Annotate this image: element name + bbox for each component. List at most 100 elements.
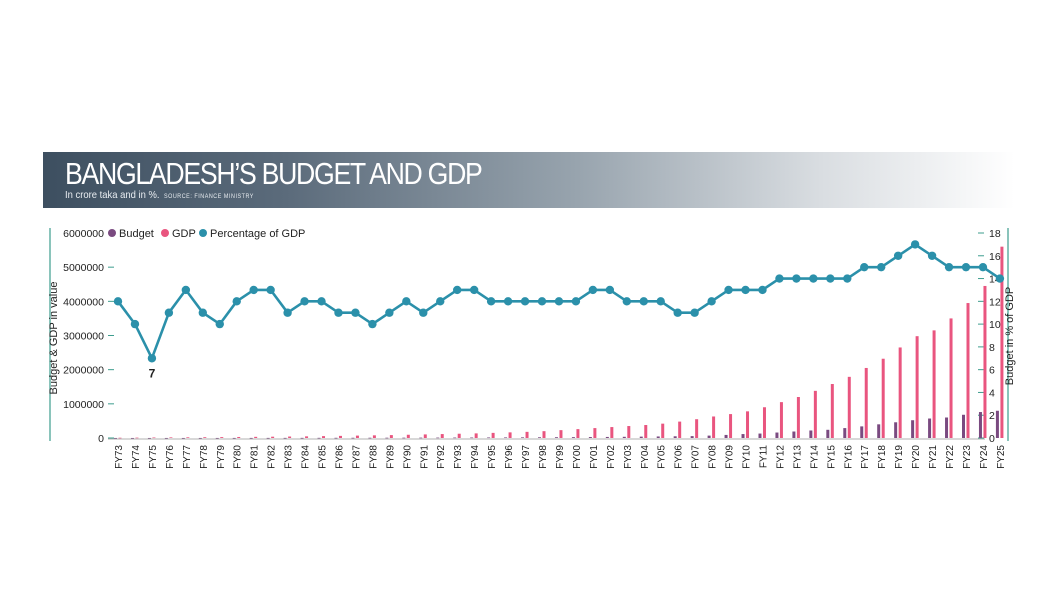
left-axis-title: Budget & GDP in value — [48, 282, 60, 395]
subtitle-text: In crore taka and in %. — [65, 189, 160, 201]
x-tick-label: FY80 — [233, 445, 244, 469]
gdp-bar — [508, 432, 512, 438]
gdp-bar — [203, 437, 207, 438]
budget-bar — [334, 437, 338, 439]
x-tick-label: FY05 — [657, 445, 668, 469]
gdp-bar — [695, 419, 699, 438]
percentage-point — [571, 297, 581, 306]
percentage-point — [758, 285, 767, 295]
budget-bar — [521, 437, 525, 438]
percentage-point — [554, 297, 564, 306]
x-tick-label: FY91 — [419, 445, 430, 469]
gdp-bar — [220, 437, 224, 438]
gdp-bar — [338, 435, 342, 438]
percentage-point — [317, 297, 326, 306]
percentage-point — [792, 274, 801, 283]
left-tick-label: 1000000 — [63, 399, 104, 411]
left-tick-label: 5000000 — [63, 262, 104, 274]
right-tick-label: 4 — [989, 387, 995, 399]
budget-bar — [487, 437, 491, 439]
budget-bar — [249, 437, 253, 439]
percentage-point — [486, 297, 496, 306]
percentage-point — [249, 285, 258, 295]
percentage-point — [351, 308, 360, 317]
budget-bar — [622, 436, 626, 438]
budget-bar — [911, 420, 915, 438]
legend-label: Percentage of GDP — [210, 228, 305, 240]
gdp-bar — [474, 433, 478, 438]
gdp-bar — [796, 397, 800, 438]
x-tick-label: FY78 — [199, 445, 210, 469]
budget-bar — [198, 437, 202, 439]
x-tick-label: FY15 — [826, 445, 837, 469]
gdp-bar — [966, 303, 970, 438]
x-tick-label: FY03 — [623, 445, 634, 469]
x-tick-label: FY19 — [894, 445, 905, 469]
x-tick-label: FY89 — [385, 445, 396, 469]
x-tick-label: FY82 — [267, 445, 278, 469]
gdp-bar — [864, 367, 868, 438]
gdp-bar — [288, 436, 292, 438]
gdp-bar — [169, 437, 173, 438]
x-tick-label: FY83 — [284, 445, 295, 469]
budget-bar — [860, 426, 864, 438]
left-tick-label: 6000000 — [63, 228, 104, 240]
axis-layer: 0 1000000 2000000 3000000 4000000 5000000 6000… — [48, 228, 1016, 445]
x-tick-label: FY98 — [538, 445, 549, 469]
right-tick-label: 10 — [989, 319, 1001, 331]
x-tick-label: FY16 — [843, 445, 854, 469]
budget-bar — [928, 418, 932, 438]
legend: Budget GDP Percentage of GDP — [108, 228, 305, 240]
x-tick-label: FY24 — [979, 445, 990, 469]
percentage-point — [537, 297, 547, 306]
x-tick-label: FY02 — [606, 445, 617, 469]
percentage-point — [419, 308, 428, 317]
gdp-bar — [627, 426, 631, 438]
gdp-bar — [661, 423, 665, 438]
x-tick-label: FY12 — [775, 445, 786, 469]
x-tick-label: FY08 — [708, 445, 719, 469]
gdp-bar — [423, 434, 427, 438]
x-tick-label: FY00 — [572, 445, 583, 469]
budget-bar — [758, 433, 762, 438]
budget-bar — [436, 437, 440, 439]
percentage-point — [469, 285, 479, 295]
x-tick-label: FY75 — [148, 445, 159, 469]
gdp-bar — [712, 416, 716, 438]
gdp-bar — [355, 435, 359, 438]
chart-title: BANGLADESH’S BUDGET AND GDP — [65, 156, 483, 191]
budget-bar — [673, 436, 677, 438]
legend-label: Budget — [119, 228, 154, 240]
budget-bar — [402, 437, 406, 439]
budget-bar — [351, 437, 355, 439]
budget-bar — [877, 424, 881, 438]
gdp-bar — [389, 435, 393, 438]
x-tick-label: FY76 — [165, 445, 176, 469]
gdp-bar — [1000, 246, 1004, 438]
gdp-bar — [186, 437, 190, 438]
percentage-point — [385, 308, 394, 317]
percentage-point — [910, 240, 920, 249]
gdp-bar — [135, 437, 139, 439]
budget-bar — [130, 437, 134, 439]
budget-bar — [656, 436, 660, 438]
percentage-point — [453, 285, 462, 295]
budget-bar — [554, 437, 558, 438]
right-tick-label: 8 — [989, 342, 995, 354]
budget-bar — [283, 437, 287, 439]
gdp-bar — [152, 437, 156, 439]
x-tick-label: FY13 — [792, 445, 803, 469]
percentage-point — [690, 308, 699, 317]
left-tick-label: 2000000 — [63, 365, 104, 377]
right-tick-label: 12 — [989, 296, 1001, 308]
budget-bar — [385, 437, 389, 439]
gdp-bar — [440, 434, 444, 438]
percentage-point — [622, 297, 631, 306]
gdp-bar — [542, 431, 546, 438]
budget-bar — [114, 437, 117, 439]
percentage-point — [198, 308, 207, 317]
gdp-bar — [729, 414, 733, 438]
left-tick-label: 3000000 — [63, 331, 104, 343]
gdp-bar — [305, 436, 309, 438]
percentage-point — [893, 251, 903, 260]
